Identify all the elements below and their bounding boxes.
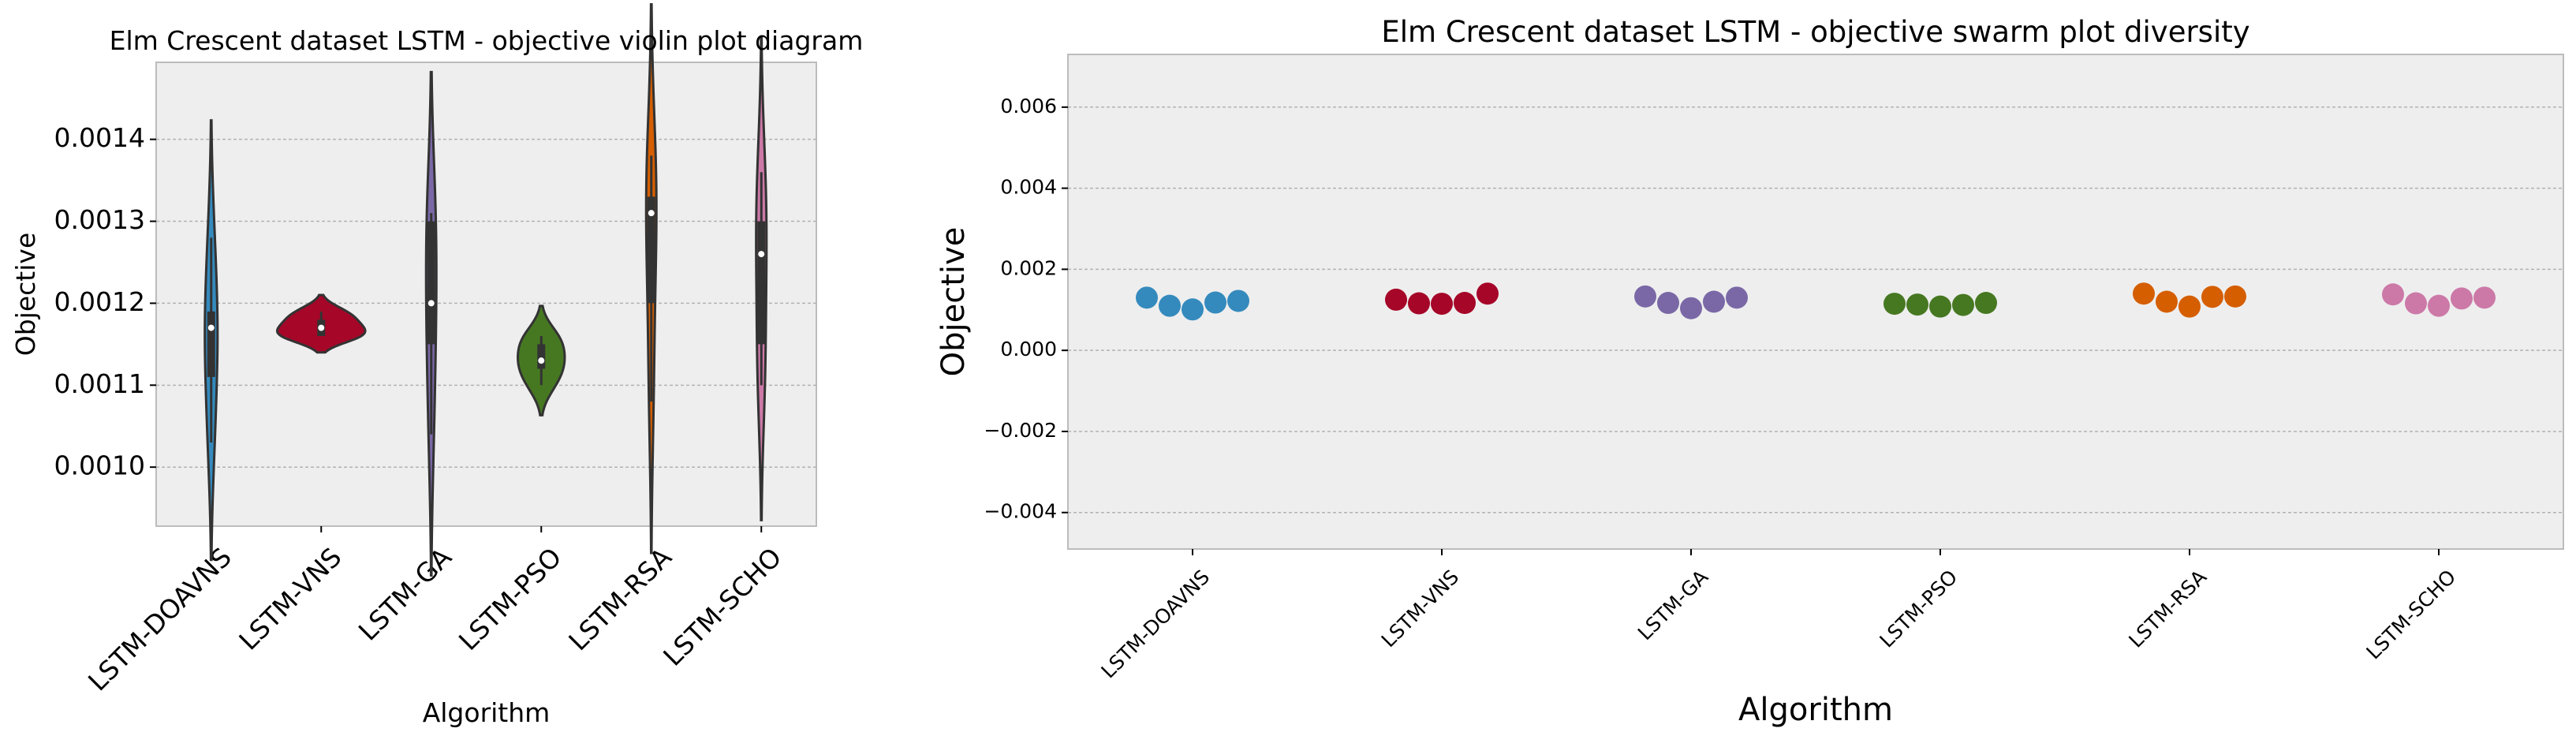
- y-tick-label: −0.002: [984, 419, 1057, 442]
- x-tick-label: LSTM-GA: [353, 541, 457, 646]
- y-tick-label: 0.002: [1000, 256, 1057, 279]
- x-tick-label: LSTM-VNS: [1377, 566, 1464, 652]
- y-tick-label: 0.0014: [54, 122, 145, 153]
- swarm-point: [1454, 292, 1476, 315]
- y-tick-label: 0.0012: [54, 286, 145, 317]
- swarm-point: [1227, 289, 1249, 312]
- swarm-point: [1726, 286, 1748, 309]
- swarm-point: [2382, 283, 2404, 306]
- x-axis-label: Algorithm: [1738, 692, 1893, 728]
- x-tick-label: LSTM-DOAVNS: [82, 542, 237, 697]
- x-tick-label: LSTM-SCHO: [657, 542, 787, 672]
- chart-title: Elm Crescent dataset LSTM - objective sw…: [1381, 15, 2249, 49]
- swarm-point: [2201, 286, 2223, 308]
- swarm-point: [2405, 292, 2427, 315]
- y-tick-label: 0.0011: [54, 368, 145, 399]
- x-tick-label: LSTM-DOAVNS: [1097, 566, 1215, 683]
- swarm-point: [1159, 294, 1181, 317]
- swarm-point: [2473, 286, 2496, 309]
- plot-area: [155, 62, 817, 527]
- y-tick-label: 0.0010: [54, 450, 145, 481]
- swarm-point: [2428, 294, 2450, 317]
- swarm-point: [1477, 282, 1499, 305]
- x-tick-label: LSTM-RSA: [2124, 566, 2211, 652]
- swarm-point: [1680, 297, 1702, 319]
- y-tick-label: −0.004: [984, 500, 1057, 523]
- violin-median: [318, 324, 325, 331]
- swarm-point: [1883, 293, 1906, 316]
- y-axis-label: Objective: [935, 227, 972, 377]
- swarm-point: [1929, 295, 1951, 318]
- swarm-point: [1136, 286, 1158, 309]
- swarm-point: [2133, 282, 2155, 305]
- swarm-point: [1634, 285, 1656, 308]
- swarm-point: [2178, 295, 2201, 318]
- x-tick-label: LSTM-VNS: [233, 542, 347, 656]
- swarm-point: [2451, 287, 2473, 310]
- x-tick-label: LSTM-RSA: [562, 541, 678, 656]
- swarm-point: [1975, 292, 1997, 315]
- chart-title: Elm Crescent dataset LSTM - objective vi…: [110, 25, 864, 56]
- y-tick-label: 0.000: [1000, 338, 1057, 360]
- swarm-point: [1182, 298, 1204, 321]
- x-tick-label: LSTM-PSO: [1875, 566, 1962, 652]
- swarm-point: [1431, 293, 1453, 316]
- x-tick-label: LSTM-PSO: [453, 542, 567, 656]
- swarm-point: [1703, 290, 1725, 313]
- x-tick-label: LSTM-GA: [1633, 566, 1712, 644]
- violin-median: [538, 357, 545, 364]
- x-tick-label: LSTM-SCHO: [2361, 566, 2460, 664]
- swarm-point: [1952, 293, 1974, 316]
- chart-panel: 0.0010 0.0011 0.0012 0.0013 0.0014 LSTM-DOAVN…: [10, 3, 864, 728]
- violin-median: [758, 251, 765, 258]
- swarm-point: [1408, 292, 1430, 315]
- swarm-point: [1906, 293, 1928, 316]
- violin-median: [207, 324, 215, 331]
- y-axis-label: Objective: [10, 233, 41, 356]
- y-tick-label: 0.004: [1000, 176, 1057, 199]
- swarm-point: [1204, 291, 1226, 314]
- y-tick-label: 0.006: [1000, 95, 1057, 118]
- chart-panel: −0.004 −0.002 0.000 0.002 0.004 0.006 LSTM-DOA…: [935, 15, 2564, 728]
- swarm-point: [2156, 290, 2178, 313]
- swarm-point: [2224, 285, 2246, 308]
- violin-median: [427, 300, 435, 307]
- y-tick-label: 0.0013: [54, 204, 145, 235]
- plot-area: [1067, 54, 2564, 550]
- violin-median: [648, 210, 655, 217]
- x-axis-label: Algorithm: [423, 697, 551, 728]
- swarm-point: [1657, 292, 1679, 315]
- swarm-point: [1385, 288, 1407, 311]
